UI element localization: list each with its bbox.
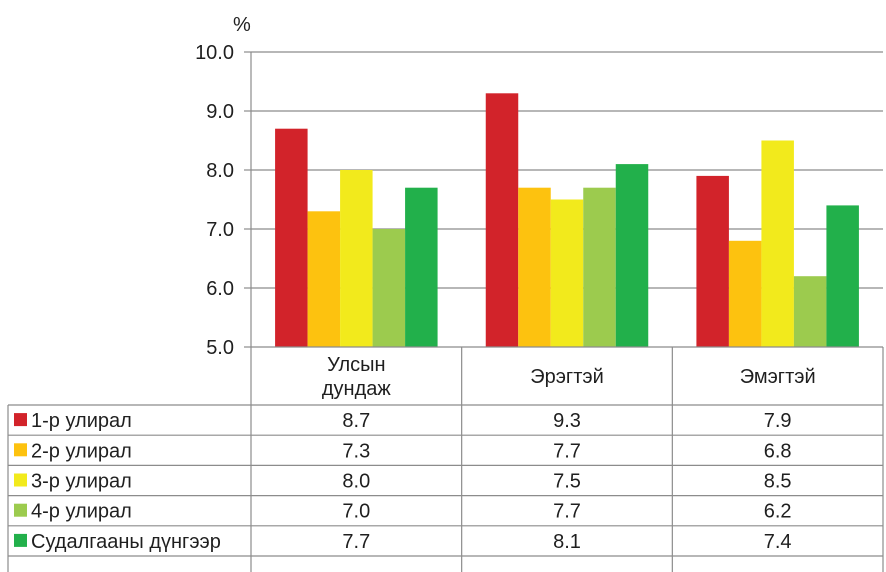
bar [615, 164, 649, 347]
legend-series-label: 3-р улирал [31, 471, 132, 493]
data-value-label: 8.0 [342, 471, 370, 493]
bar [793, 276, 827, 347]
bar [728, 240, 762, 347]
category-label-line: Улсын [327, 354, 385, 376]
legend-swatch [14, 503, 27, 517]
bar [826, 205, 859, 347]
data-value-label: 7.9 [764, 410, 792, 432]
data-value-label: 7.7 [553, 501, 581, 523]
data-value-label: 7.0 [342, 501, 370, 523]
data-value-label: 9.3 [553, 410, 581, 432]
bar [761, 140, 794, 347]
data-value-label: 7.3 [342, 440, 370, 462]
data-value-label: 6.8 [764, 440, 792, 462]
axes: 10.0 9.0 8.0 7.0 6.0 5.0 [195, 42, 252, 359]
bar [696, 175, 729, 347]
y-axis-unit-label: % [233, 14, 251, 36]
legend-series-label: 2-р улирал [31, 440, 132, 462]
y-tick-label: 9.0 [206, 101, 234, 123]
category-label: Эмэгтэй [740, 366, 816, 388]
data-value-label: 8.7 [342, 410, 370, 432]
y-tick-label: 6.0 [206, 278, 234, 300]
category-label-line: Эмэгтэй [740, 366, 816, 388]
legend-series-label: Судалгааны дүнгээр [31, 531, 221, 553]
data-value-label: 7.5 [553, 471, 581, 493]
bar [275, 128, 308, 347]
y-tick-label: 8.0 [206, 160, 234, 182]
bar [340, 170, 373, 347]
category-label-line: дундаж [322, 378, 392, 400]
legend-swatch [14, 443, 27, 457]
y-tick-label: 7.0 [206, 219, 234, 241]
category-label: Эрэгтэй [530, 366, 604, 388]
data-table: Улсын дундаж Эрэгтэй Эмэгтэй 1-р улирал 8.7 9.… [7, 346, 884, 572]
category-label-line: Эрэгтэй [530, 366, 604, 388]
bar-series [275, 93, 859, 347]
legend-swatch [14, 413, 27, 427]
data-value-label: 7.7 [342, 531, 370, 553]
y-tick-label: 5.0 [206, 337, 234, 359]
y-tick-label: 10.0 [195, 42, 234, 64]
bar [405, 187, 438, 347]
bar [307, 211, 341, 347]
legend-swatch [14, 473, 27, 487]
bar [550, 199, 584, 347]
category-label: Улсын дундаж [322, 354, 392, 400]
data-value-label: 8.1 [553, 531, 581, 553]
bar [372, 229, 406, 347]
bar [518, 187, 551, 347]
data-value-label: 7.4 [764, 531, 792, 553]
legend-series-label: 1-р улирал [31, 410, 132, 432]
data-value-label: 7.7 [553, 440, 581, 462]
bar [485, 93, 519, 347]
legend-swatch [14, 533, 27, 547]
data-value-label: 8.5 [764, 471, 792, 493]
legend-series-label: 4-р улирал [31, 501, 132, 523]
data-value-label: 6.2 [764, 501, 792, 523]
bar [583, 187, 616, 347]
